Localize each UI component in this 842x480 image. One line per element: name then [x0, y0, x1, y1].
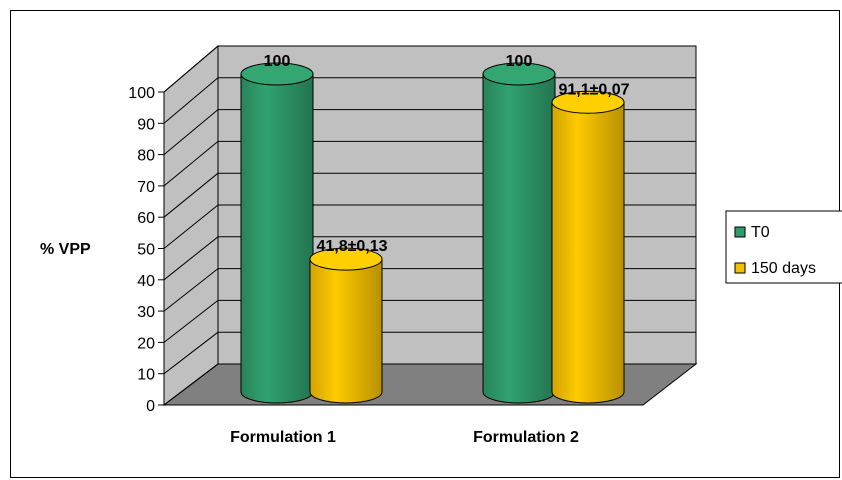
x-category-label: Formulation 2 [473, 429, 579, 446]
legend-swatch [735, 263, 745, 273]
data-label: 100 [264, 53, 291, 70]
legend-label: 150 days [751, 260, 816, 277]
x-axis-categories: Formulation 1 Formulation 2 [230, 429, 579, 446]
data-label: 91,1±0,07 [558, 81, 629, 98]
bar [241, 63, 313, 403]
bar-body [241, 74, 313, 403]
y-axis-label: % VPP [40, 241, 91, 258]
y-tick-label: 80 [137, 148, 155, 165]
bar-body [310, 259, 382, 403]
y-tick-label: 0 [146, 398, 155, 415]
x-category-label: Formulation 1 [230, 429, 336, 446]
y-tick-label: 100 [128, 85, 155, 102]
y-tick-label: 70 [137, 179, 155, 196]
bar-body [552, 102, 624, 403]
y-tick-label: 20 [137, 335, 155, 352]
legend: T0 150 days [726, 211, 842, 283]
bar-body [483, 74, 555, 403]
data-label: 41,8±0,13 [316, 238, 387, 255]
data-label: 100 [506, 53, 533, 70]
bar [552, 91, 624, 403]
side-wall [164, 46, 218, 405]
y-tick-label: 50 [137, 242, 155, 259]
bar [310, 248, 382, 403]
y-tick-label: 10 [137, 367, 155, 384]
bar [483, 63, 555, 403]
y-tick-label: 30 [137, 304, 155, 321]
y-tick-label: 90 [137, 116, 155, 133]
legend-swatch [735, 227, 745, 237]
y-tick-label: 60 [137, 210, 155, 227]
y-tick-label: 40 [137, 273, 155, 290]
legend-label: T0 [751, 224, 770, 241]
